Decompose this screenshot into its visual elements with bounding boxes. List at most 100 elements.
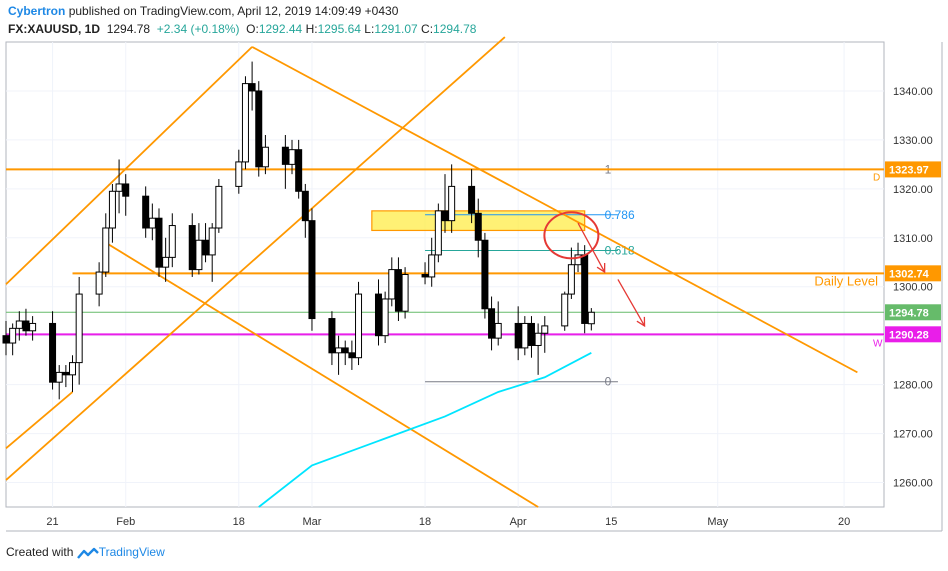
candle-body <box>55 371 63 383</box>
candle-body <box>155 217 163 268</box>
candle-body <box>474 212 482 241</box>
candle-body <box>488 308 496 339</box>
y-tick-label: 1260.00 <box>893 478 933 490</box>
y-tick-label: 1300.00 <box>893 282 933 294</box>
trendline <box>5 46 253 285</box>
candle-body <box>208 227 216 256</box>
candle <box>168 213 176 268</box>
fib-level-label: 0.786 <box>605 208 635 222</box>
high-value: 1295.64 <box>317 22 361 36</box>
moving-average-line <box>258 352 592 508</box>
horizontal-level-tag: 1323.97 <box>885 161 941 178</box>
price-chart[interactable]: 1260.001270.001280.001290.001300.001310.… <box>0 0 948 545</box>
candle <box>394 257 402 321</box>
projection-arrow-shaft <box>617 279 646 327</box>
candle-body <box>374 293 382 337</box>
candle <box>55 365 63 400</box>
y-tick-label: 1280.00 <box>893 380 933 392</box>
open-label: O: <box>246 22 259 36</box>
candle <box>587 308 595 331</box>
brand-name[interactable]: TradingView <box>98 545 165 559</box>
y-tick-label: 1270.00 <box>893 429 933 441</box>
candle <box>235 149 243 194</box>
candle-body <box>102 227 110 273</box>
candle-body <box>381 298 389 337</box>
symbol-info: FX:XAUUSD, 1D 1294.78 +2.34 (+0.18%) O:1… <box>8 22 476 36</box>
candle-body <box>202 239 210 256</box>
candle <box>541 316 549 353</box>
y-tick-label: 1310.00 <box>893 233 933 245</box>
candle-body <box>162 256 170 268</box>
candle-body <box>49 322 57 383</box>
x-tick-label: Apr <box>510 516 527 528</box>
open-value: 1292.44 <box>258 22 303 36</box>
candle-body <box>295 149 303 192</box>
level-axis-letter: D <box>873 172 880 183</box>
candle-body <box>567 264 575 295</box>
candle-body <box>281 146 289 165</box>
x-tick-label: 21 <box>46 516 58 528</box>
low-label: L: <box>364 22 375 36</box>
y-tick-label: 1330.00 <box>893 135 933 147</box>
candle-body <box>255 90 263 168</box>
candle-body <box>574 254 582 266</box>
candle <box>374 279 382 346</box>
candle-body <box>401 274 409 312</box>
candle-body <box>9 327 17 344</box>
candle <box>281 135 289 189</box>
trendline <box>105 241 539 508</box>
candle <box>434 203 442 263</box>
candle <box>2 321 10 356</box>
candle-body <box>69 362 77 376</box>
candle <box>348 340 356 370</box>
candle <box>29 316 37 341</box>
horizontal-level-tag-label: 1290.28 <box>889 329 929 341</box>
candle <box>474 198 482 258</box>
candle <box>295 139 303 199</box>
candle <box>468 169 476 224</box>
candle <box>341 340 349 366</box>
candle <box>75 276 83 385</box>
candle <box>15 311 23 341</box>
candle-body <box>2 335 10 344</box>
projection-arrow-head <box>636 316 646 328</box>
candle <box>148 203 156 241</box>
candle <box>155 208 163 277</box>
candle-body <box>248 83 256 92</box>
candle-body <box>355 293 363 359</box>
candle-body <box>22 320 30 332</box>
candle-body <box>288 149 296 165</box>
candle-body <box>581 254 589 324</box>
candle <box>188 213 196 277</box>
x-tick-label: May <box>707 516 728 528</box>
candle-body <box>527 322 535 346</box>
candle <box>355 281 363 366</box>
candle-body <box>534 332 542 346</box>
candle-body <box>541 325 549 334</box>
footer: Created with TradingView <box>6 545 165 560</box>
candle <box>102 213 110 277</box>
horizontal-level-tag-label: 1302.74 <box>889 268 930 280</box>
candle <box>22 308 30 336</box>
plot-frame <box>5 41 885 508</box>
x-tick-label: 18 <box>419 516 431 528</box>
fib-level-label: 0.618 <box>605 244 635 258</box>
candle <box>421 262 429 285</box>
high-label: H: <box>305 22 318 36</box>
candle <box>328 311 336 366</box>
y-tick-label: 1320.00 <box>893 184 933 196</box>
candle <box>428 237 436 287</box>
created-with-text: Created with <box>6 545 74 559</box>
candle <box>514 306 522 361</box>
x-tick-label: 18 <box>233 516 245 528</box>
horizontal-level-tag-label: 1323.97 <box>889 164 929 176</box>
candle-body <box>108 190 116 229</box>
candle <box>248 61 256 111</box>
horizontal-level-tag-label: 1294.78 <box>889 307 929 319</box>
candle <box>208 223 216 282</box>
candle-body <box>308 220 316 320</box>
candle <box>401 267 409 319</box>
trendline <box>5 36 506 481</box>
author-name[interactable]: Cybertron <box>8 4 66 18</box>
candle-body <box>448 185 456 222</box>
